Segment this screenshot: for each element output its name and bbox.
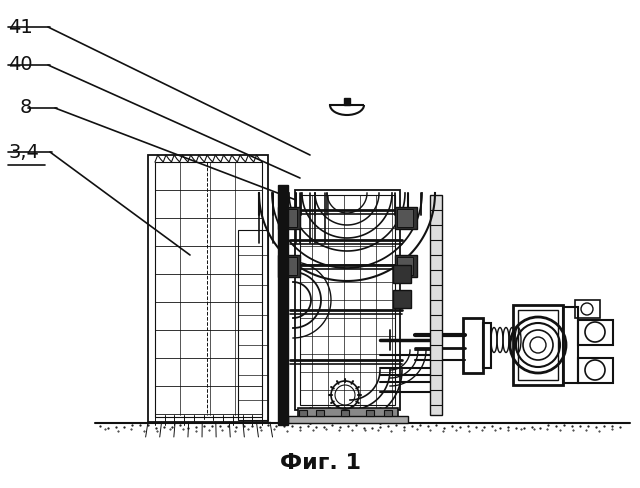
Bar (278, 185, 288, 425)
Text: 40: 40 (8, 55, 33, 74)
Bar (395, 207, 417, 229)
Text: 3,4: 3,4 (8, 143, 39, 162)
Bar (300, 195, 395, 405)
Bar (238, 230, 268, 420)
Bar (278, 255, 300, 277)
Text: Фиг. 1: Фиг. 1 (280, 453, 360, 473)
Bar (393, 265, 411, 283)
Bar (366, 410, 374, 416)
Bar (281, 257, 297, 275)
Bar (384, 410, 392, 416)
Bar (518, 310, 558, 380)
Bar (483, 323, 491, 368)
Bar (295, 190, 400, 410)
Bar (397, 209, 413, 227)
Bar (316, 410, 324, 416)
Bar (155, 162, 262, 417)
Bar (575, 300, 600, 318)
Bar (344, 98, 350, 105)
Bar (513, 305, 563, 385)
Bar (463, 318, 483, 373)
Text: 8: 8 (20, 98, 33, 117)
Bar (395, 255, 417, 277)
Bar (578, 320, 613, 345)
Bar (299, 410, 307, 416)
Bar (430, 195, 442, 415)
Bar (341, 410, 349, 416)
Bar (397, 257, 413, 275)
Bar (393, 290, 411, 308)
Bar (148, 155, 268, 422)
Bar (563, 307, 578, 383)
Bar (288, 416, 408, 423)
Bar (281, 209, 297, 227)
Bar (578, 358, 613, 383)
Bar (298, 408, 398, 418)
Text: 41: 41 (8, 18, 33, 37)
Bar (278, 207, 300, 229)
